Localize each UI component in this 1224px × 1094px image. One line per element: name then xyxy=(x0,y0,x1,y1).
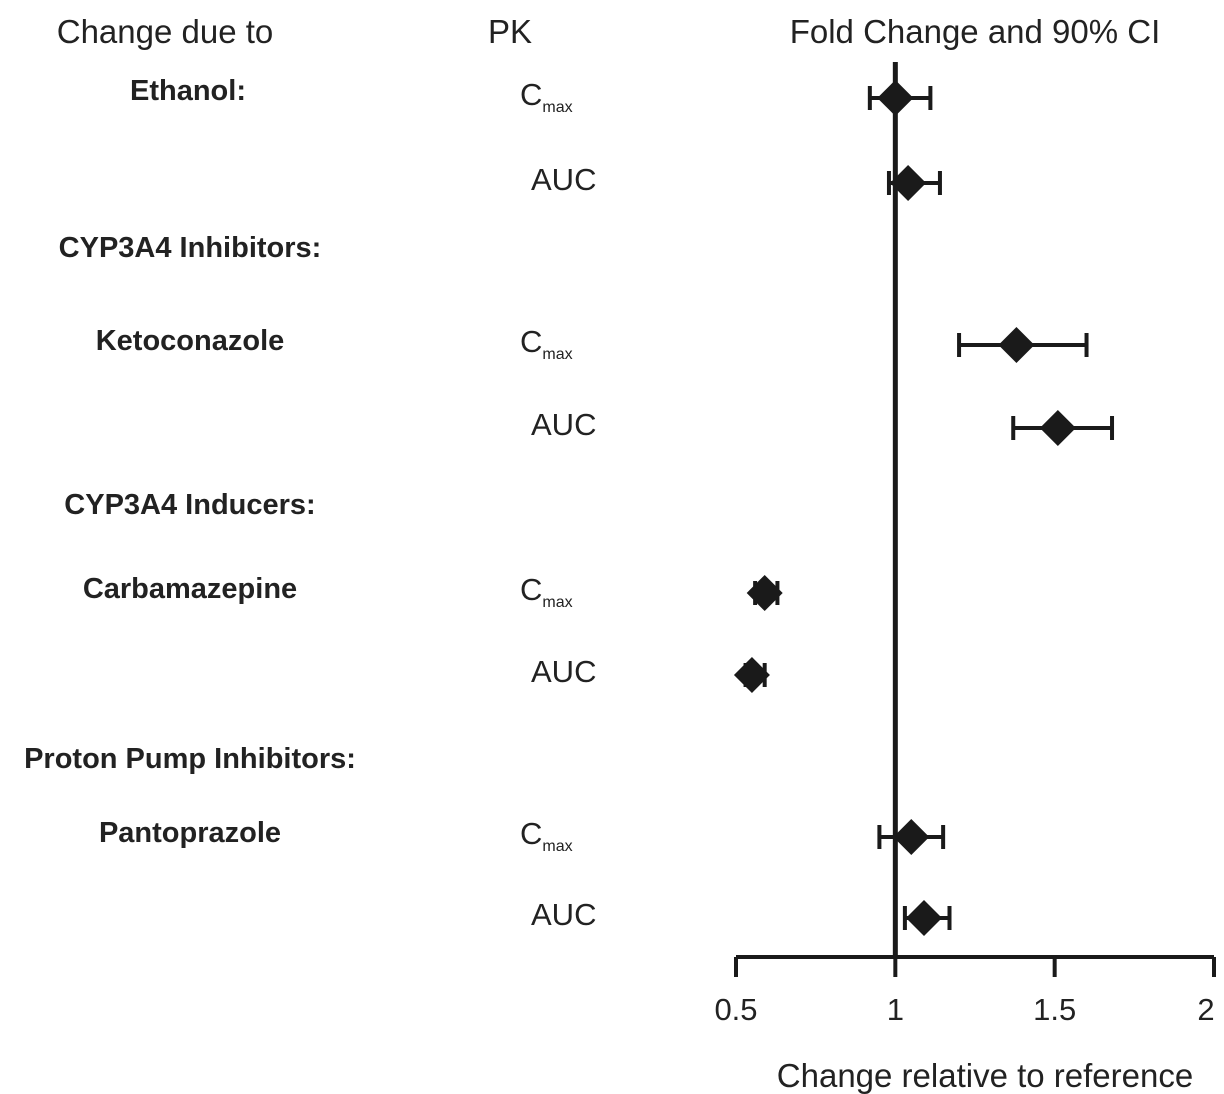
x-tick-label: 1 xyxy=(887,992,904,1027)
x-tick-label: 2 xyxy=(1197,992,1214,1027)
row-label: CYP3A4 Inhibitors: xyxy=(59,232,322,264)
pk-label: AUC xyxy=(531,407,596,442)
pk-label: Cmax xyxy=(520,572,573,611)
row-label: Ethanol: xyxy=(130,75,246,107)
header-fold-change: Fold Change and 90% CI xyxy=(790,13,1161,50)
data-point xyxy=(1011,410,1115,446)
pk-subscript: max xyxy=(542,838,572,855)
data-point xyxy=(746,575,783,611)
estimate-diamond xyxy=(893,819,930,855)
row-label: Carbamazepine xyxy=(83,573,297,605)
x-axis-title: Change relative to reference xyxy=(777,1057,1193,1094)
pk-main: C xyxy=(520,816,542,851)
header-change-due-to: Change due to xyxy=(57,13,274,50)
header-pk: PK xyxy=(488,13,532,50)
estimate-diamond xyxy=(733,657,770,693)
row-label: CYP3A4 Inducers: xyxy=(64,489,315,521)
pk-subscript: max xyxy=(542,99,572,116)
x-tick-label: 0.5 xyxy=(714,992,757,1027)
data-point xyxy=(957,327,1089,363)
marks-layer xyxy=(733,80,1115,936)
data-point xyxy=(886,165,942,201)
data-point xyxy=(877,819,946,855)
row-label: Proton Pump Inhibitors: xyxy=(24,743,356,775)
pk-label: AUC xyxy=(531,897,596,932)
pk-main: AUC xyxy=(531,897,596,932)
pk-main: AUC xyxy=(531,407,596,442)
data-point xyxy=(902,900,952,936)
pk-main: AUC xyxy=(531,162,596,197)
data-point xyxy=(867,80,933,116)
x-tick-label: 1.5 xyxy=(1033,992,1076,1027)
pk-subscript: max xyxy=(542,594,572,611)
rows-layer: Ethanol: Cmax AUC CYP3A4 Inhibitors: Ketocon… xyxy=(24,75,596,932)
pk-subscript: max xyxy=(542,346,572,363)
x-axis-ticks: 0.5 1 1.5 2 xyxy=(714,957,1216,1027)
estimate-diamond xyxy=(890,165,927,201)
pk-label: Cmax xyxy=(520,77,573,116)
estimate-diamond xyxy=(1039,410,1076,446)
estimate-diamond xyxy=(906,900,943,936)
pk-label: AUC xyxy=(531,654,596,689)
pk-main: C xyxy=(520,572,542,607)
row-label: Ketoconazole xyxy=(96,325,285,357)
estimate-diamond xyxy=(746,575,783,611)
pk-main: AUC xyxy=(531,654,596,689)
estimate-diamond xyxy=(998,327,1035,363)
data-point xyxy=(733,657,770,693)
pk-label: Cmax xyxy=(520,324,573,363)
row-label: Pantoprazole xyxy=(99,817,281,849)
pk-main: C xyxy=(520,324,542,359)
pk-label: AUC xyxy=(531,162,596,197)
pk-main: C xyxy=(520,77,542,112)
pk-label: Cmax xyxy=(520,816,573,855)
